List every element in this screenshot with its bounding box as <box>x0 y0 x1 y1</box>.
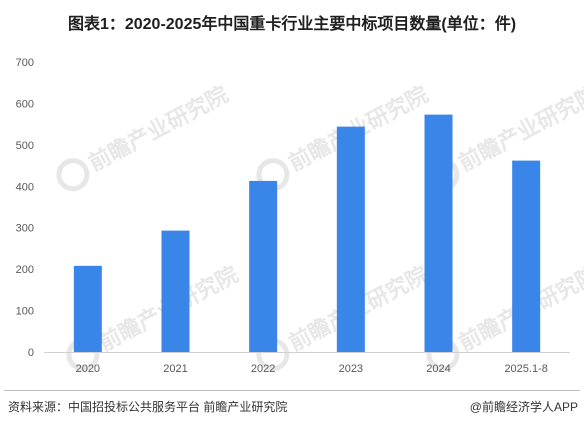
x-tick-label: 2023 <box>339 363 363 375</box>
credit-note: @前瞻经济学人APP <box>469 400 578 414</box>
y-tick-label: 400 <box>16 181 34 193</box>
bar <box>336 126 365 352</box>
y-tick-label: 700 <box>16 57 34 69</box>
y-tick-label: 600 <box>16 98 34 110</box>
bars <box>73 114 541 352</box>
x-tick-label: 2025.1-8 <box>504 363 547 375</box>
x-tick-label: 2020 <box>76 363 100 375</box>
y-tick-label: 200 <box>16 264 34 276</box>
x-tick-label: 2022 <box>251 363 275 375</box>
bar <box>73 265 102 352</box>
x-tick-label: 2024 <box>426 363 450 375</box>
bar <box>249 180 278 352</box>
y-tick-label: 100 <box>16 306 34 318</box>
y-tick-label: 300 <box>16 223 34 235</box>
watermark-layer: 前瞻产业研究院前瞻产业研究院前瞻产业研究院前瞻产业研究院前瞻产业研究院前瞻产业研… <box>56 82 584 372</box>
x-tick-label: 2021 <box>163 363 187 375</box>
bar <box>512 160 541 352</box>
chart-title: 图表1：2020-2025年中国重卡行业主要中标项目数量(单位：件) <box>67 16 517 33</box>
y-tick-label: 0 <box>28 347 34 359</box>
bar <box>161 230 190 352</box>
watermark-logo: 前瞻产业研究院 <box>56 82 232 192</box>
x-axis: 2020 2021 2022 2023 2024 2025.1-8 <box>76 363 548 375</box>
source-note: 资料来源：中国招投标公共服务平台 前瞻产业研究院 <box>8 400 288 414</box>
y-tick-label: 500 <box>16 140 34 152</box>
y-axis: 0 100 200 300 400 500 600 700 <box>16 57 34 359</box>
watermark-text: 前瞻产业研究院 <box>84 82 232 176</box>
footer-divider <box>4 390 580 391</box>
bar <box>424 114 453 352</box>
